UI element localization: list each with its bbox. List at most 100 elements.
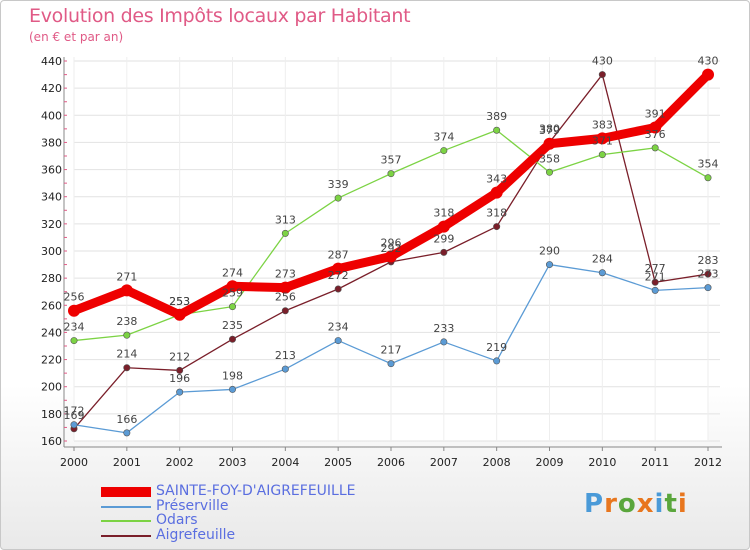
data-point bbox=[387, 170, 395, 178]
data-label: 259 bbox=[222, 287, 243, 300]
data-label: 318 bbox=[433, 207, 454, 220]
data-label: 287 bbox=[328, 249, 349, 262]
data-point bbox=[704, 284, 712, 292]
data-point bbox=[334, 285, 342, 293]
data-label: 214 bbox=[116, 348, 137, 361]
data-point bbox=[334, 337, 342, 345]
data-label: 274 bbox=[222, 266, 243, 279]
data-point bbox=[70, 337, 78, 345]
logo-letter: i bbox=[654, 489, 665, 519]
data-label: 299 bbox=[433, 232, 454, 245]
data-point bbox=[176, 366, 184, 374]
data-point bbox=[176, 388, 184, 396]
y-tick-label: 280 bbox=[41, 272, 62, 285]
data-label: 253 bbox=[169, 295, 190, 308]
logo-letter: r bbox=[604, 489, 618, 519]
data-point bbox=[70, 421, 78, 429]
data-label: 389 bbox=[486, 110, 507, 123]
data-label: 273 bbox=[698, 268, 719, 281]
y-tick-label: 420 bbox=[41, 82, 62, 95]
data-label: 430 bbox=[698, 55, 719, 68]
data-label: 318 bbox=[486, 207, 507, 220]
data-point bbox=[598, 269, 606, 277]
legend-label: Aigrefeuille bbox=[156, 526, 236, 543]
data-point bbox=[229, 303, 237, 311]
data-point bbox=[387, 360, 395, 368]
data-label: 283 bbox=[698, 254, 719, 267]
legend-swatch bbox=[101, 487, 151, 497]
data-label: 235 bbox=[222, 319, 243, 332]
data-label: 196 bbox=[169, 372, 190, 385]
data-point bbox=[440, 338, 448, 346]
data-point bbox=[123, 364, 131, 372]
data-label: 380 bbox=[539, 122, 560, 135]
chart-subtitle: (en € et par an) bbox=[29, 30, 124, 44]
legend-label: Préserville bbox=[156, 497, 229, 514]
data-label: 238 bbox=[116, 315, 137, 328]
data-label: 253 bbox=[169, 295, 190, 308]
data-label: 313 bbox=[275, 213, 296, 226]
data-point bbox=[440, 147, 448, 155]
data-label: 391 bbox=[645, 108, 666, 121]
data-label: 296 bbox=[381, 236, 402, 249]
data-point bbox=[68, 304, 80, 317]
data-point bbox=[440, 248, 448, 256]
data-point bbox=[437, 220, 450, 233]
y-tick-label: 400 bbox=[41, 109, 62, 122]
data-point bbox=[598, 71, 606, 79]
chart-title: Evolution des Impôts locaux par Habitant bbox=[29, 5, 411, 27]
x-tick-label: 2002 bbox=[166, 456, 194, 469]
data-point bbox=[229, 335, 237, 343]
data-point bbox=[545, 261, 553, 269]
data-point bbox=[281, 307, 289, 315]
data-label: 371 bbox=[592, 135, 613, 148]
data-label: 430 bbox=[592, 55, 613, 68]
data-label: 256 bbox=[64, 291, 85, 304]
x-tick-label: 2008 bbox=[483, 456, 511, 469]
data-label: 169 bbox=[64, 409, 85, 422]
logo-letter: t bbox=[664, 489, 678, 519]
data-point bbox=[123, 429, 131, 437]
data-label: 273 bbox=[275, 268, 296, 281]
x-tick-label: 2004 bbox=[271, 456, 299, 469]
data-label: 271 bbox=[116, 270, 137, 283]
x-tick-label: 2005 bbox=[324, 456, 352, 469]
data-point bbox=[279, 281, 292, 294]
data-point bbox=[649, 121, 662, 134]
data-label: 166 bbox=[116, 413, 137, 426]
data-point bbox=[651, 286, 659, 294]
data-label: 374 bbox=[433, 131, 454, 144]
data-label: 284 bbox=[592, 253, 613, 266]
data-label: 358 bbox=[539, 152, 560, 165]
data-label: 271 bbox=[645, 270, 666, 283]
data-point bbox=[704, 174, 712, 182]
y-tick-label: 440 bbox=[41, 55, 62, 68]
data-point bbox=[385, 250, 397, 263]
data-label: 212 bbox=[169, 350, 190, 363]
data-point bbox=[493, 126, 501, 134]
data-label: 292 bbox=[381, 242, 402, 255]
data-label: 343 bbox=[486, 173, 507, 186]
legend-label: Odars bbox=[156, 512, 198, 528]
x-tick-label: 2003 bbox=[219, 456, 247, 469]
y-tick-label: 240 bbox=[41, 326, 62, 339]
x-tick-label: 2001 bbox=[113, 456, 141, 469]
data-point bbox=[490, 186, 503, 199]
logo-letter: i bbox=[677, 489, 688, 519]
data-point bbox=[493, 223, 501, 231]
y-tick-label: 200 bbox=[41, 381, 62, 394]
y-tick-label: 320 bbox=[41, 218, 62, 231]
x-tick-label: 2010 bbox=[588, 456, 616, 469]
data-point bbox=[229, 385, 237, 393]
x-tick-label: 2012 bbox=[694, 456, 722, 469]
data-point bbox=[493, 357, 501, 365]
data-point bbox=[545, 168, 553, 176]
legend-swatch bbox=[101, 534, 151, 537]
y-tick-label: 260 bbox=[41, 299, 62, 312]
x-tick-label: 2009 bbox=[536, 456, 564, 469]
data-label: 339 bbox=[328, 178, 349, 191]
data-point bbox=[120, 284, 133, 297]
x-tick-label: 2006 bbox=[377, 456, 405, 469]
logo-letter: x bbox=[636, 489, 655, 519]
